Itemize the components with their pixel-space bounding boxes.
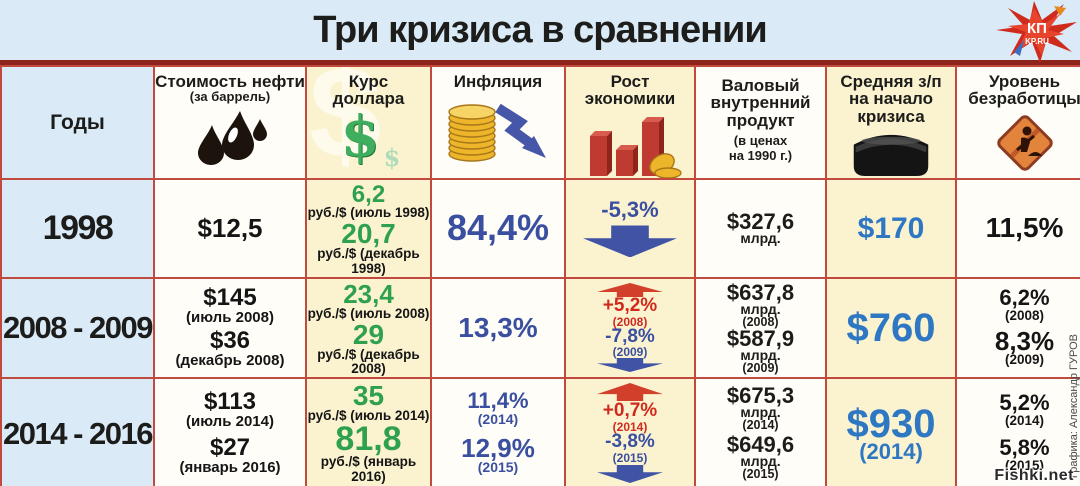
page-title: Три кризиса в сравнении <box>313 8 768 51</box>
coins-arrow-down-icon <box>448 104 546 163</box>
unemployment-title-2: безработицы <box>968 89 1080 109</box>
row-1998-gdp: $327,6 млрд. <box>696 180 825 277</box>
growth-title-2: экономики <box>584 89 676 109</box>
title-band: Три кризиса в сравнении <box>0 0 1080 60</box>
unemployment-title-1: Уровень <box>988 72 1061 91</box>
row-1998-unemployment: 11,5% <box>957 180 1080 277</box>
gdp-title-1: Валовый <box>721 76 800 95</box>
gdp-subtitle-1: (в ценах <box>733 132 788 148</box>
salary-title-2: на начало <box>848 89 934 109</box>
oil-subtitle: (за баррель) <box>189 89 271 105</box>
row-2008-unemployment: 6,2% (2008) 8,3% (2009) <box>957 279 1080 377</box>
dollar-title-2: доллара <box>332 89 405 109</box>
row-1998-inflation: 84,4% <box>432 180 564 277</box>
row-1998-dollar: 6,2 руб./$ (июль 1998) 20,7 руб./$ (дека… <box>307 180 430 277</box>
comparison-table: Годы Стоимость нефти (за баррель) $ Курс… <box>0 65 1080 486</box>
row-1998-years: 1998 <box>2 180 153 277</box>
row-2014-gdp: $675,3 млрд. (2014) $649,6 млрд. (2015) <box>696 379 825 486</box>
down-arrow-icon <box>597 465 663 483</box>
row-2014-inflation: 11,4% (2014) 12,9% (2015) <box>432 379 564 486</box>
kp-logo-subtext: KP.RU <box>1025 37 1049 46</box>
salary-title-1: Средняя з/п <box>840 72 942 91</box>
row-2014-salary: $930 (2014) <box>827 379 955 486</box>
row-2014-unemployment: 5,2% (2014) 5,8% (2015) <box>957 379 1080 486</box>
row-1998-oil: $12,5 <box>155 180 305 277</box>
down-arrow-icon <box>597 357 663 372</box>
header-dollar: $ Курс доллара $ $ <box>307 67 430 178</box>
years-label: Годы <box>50 110 105 134</box>
header-years: Годы <box>2 67 153 178</box>
row-2008-oil: $145 (июль 2008) $36 (декабрь 2008) <box>155 279 305 377</box>
roadworks-sign-icon <box>996 114 1053 171</box>
growth-title-1: Рост <box>610 72 650 91</box>
row-2008-growth: +5,2% (2008) -7,8% (2009) <box>566 279 694 377</box>
row-1998-growth: -5,3% <box>566 180 694 277</box>
header-gdp: Валовый внутренний продукт (в ценах на 1… <box>696 67 825 178</box>
row-2014-dollar: 35 руб./$ (июль 2014) 81,8 руб./$ (январ… <box>307 379 430 486</box>
up-arrow-icon <box>597 383 663 401</box>
header-salary: Средняя з/п на начало кризиса <box>827 67 955 178</box>
bar-chart-coins-icon <box>590 116 682 178</box>
kp-logo: КП KP.RU <box>996 1 1077 63</box>
row-1998-salary: $170 <box>827 180 955 277</box>
header-inflation: Инфляция <box>432 67 564 178</box>
salary-title-3: кризиса <box>857 106 925 126</box>
author-credit: Графика: Александр ГУРОВ <box>1068 333 1080 478</box>
row-2008-gdp: $637,8 млрд. (2008) $587,9 млрд. (2009) <box>696 279 825 377</box>
oil-drops-icon <box>198 111 267 166</box>
wallet-icon <box>853 134 929 177</box>
site-watermark: Fishki.net <box>994 467 1074 484</box>
row-2008-dollar: 23,4 руб./$ (июль 2008) 29 руб./$ (декаб… <box>307 279 430 377</box>
dollar-sign-icon: $ $ <box>340 103 401 172</box>
row-2014-growth: +0,7% (2014) -3,8% (2015) <box>566 379 694 486</box>
row-2014-years: 2014 - 2016 <box>2 379 153 486</box>
row-2008-years: 2008 - 2009 <box>2 279 153 377</box>
down-arrow-icon <box>583 225 677 258</box>
oil-title: Стоимость нефти <box>155 72 305 91</box>
gdp-title-2: внутренний <box>710 93 811 113</box>
header-growth: Рост экономики <box>566 67 694 178</box>
gdp-subtitle-2: на 1990 г.) <box>728 147 793 163</box>
gdp-title-3: продукт <box>726 110 795 130</box>
dollar-watermark: $ <box>309 67 382 178</box>
row-2008-salary: $760 <box>827 279 955 377</box>
header-oil: Стоимость нефти (за баррель) <box>155 67 305 178</box>
inflation-title: Инфляция <box>453 72 543 91</box>
row-2014-oil: $113 (июль 2014) $27 (январь 2016) <box>155 379 305 486</box>
row-2008-inflation: 13,3% <box>432 279 564 377</box>
kp-logo-text: КП <box>1027 20 1047 37</box>
header-unemployment: Уровень безработицы <box>957 67 1080 178</box>
title-divider <box>0 60 1080 65</box>
dollar-title-1: Курс <box>348 72 389 91</box>
